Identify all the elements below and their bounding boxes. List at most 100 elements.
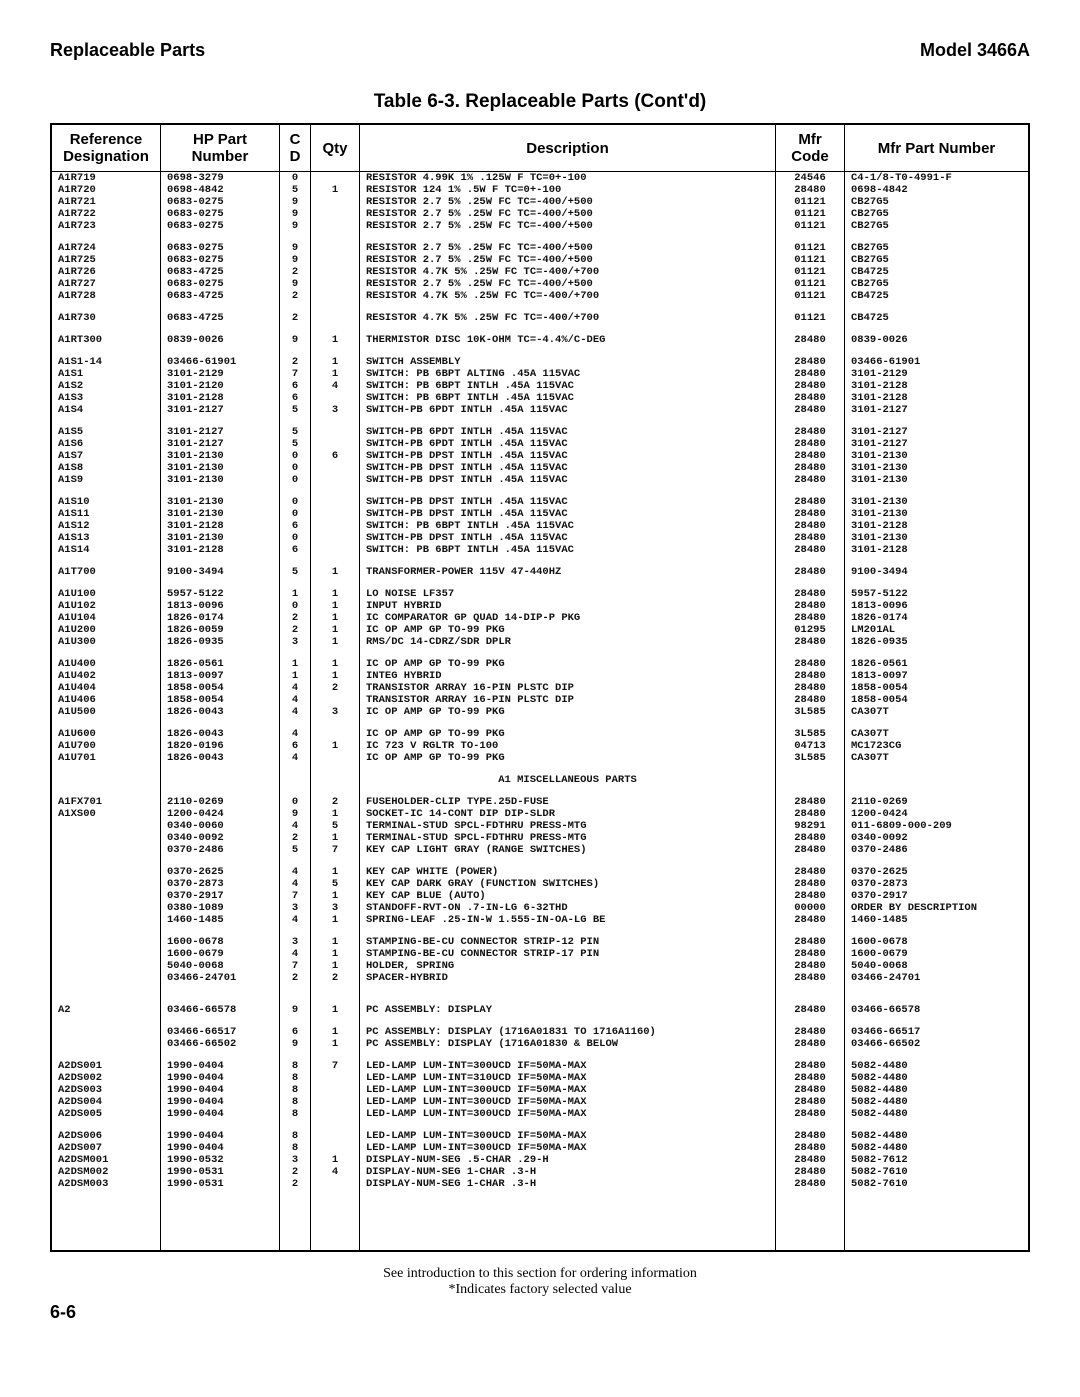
cell-mpn: 011-6809-000-209: [845, 820, 1030, 832]
cell-hp: 0340-0092: [161, 832, 280, 844]
cell-qty: [311, 474, 360, 486]
cell-hp: 0839-0026: [161, 334, 280, 346]
cell-desc: SWITCH-PB DPST INTLH .45A 115VAC: [360, 474, 776, 486]
cell-mpn: 0340-0092: [845, 832, 1030, 844]
table-row: A1S73101-213006SWITCH-PB DPST INTLH .45A…: [51, 450, 1029, 462]
cell-mfr: 28480: [776, 1084, 845, 1096]
table-row: A1R7260683-47252RESISTOR 4.7K 5% .25W FC…: [51, 266, 1029, 278]
table-row: 1460-148541SPRING-LEAF .25-IN-W 1.555-IN…: [51, 914, 1029, 926]
cell-mfr: 28480: [776, 1038, 845, 1050]
cell-mfr: 28480: [776, 948, 845, 960]
cell-mpn: 1826-0935: [845, 636, 1030, 648]
cell-ref: A2DS004: [51, 1096, 161, 1108]
cell-hp: 3101-2130: [161, 474, 280, 486]
cell-mpn: 5957-5122: [845, 588, 1030, 600]
table-row: A1U2001826-005921IC OP AMP GP TO-99 PKG0…: [51, 624, 1029, 636]
cell-hp: 3101-2128: [161, 544, 280, 556]
table-row: A2DS0051990-04048LED-LAMP LUM-INT=300UCD…: [51, 1108, 1029, 1120]
cell-qty: 1: [311, 600, 360, 612]
cell-qty: 1: [311, 566, 360, 578]
cell-cd: 4: [280, 948, 311, 960]
table-row: 0370-262541KEY CAP WHITE (POWER)28480037…: [51, 866, 1029, 878]
cell-mpn: 5082-7612: [845, 1154, 1030, 1166]
cell-mfr: 01121: [776, 290, 845, 302]
cell-ref: [51, 832, 161, 844]
cell-mpn: 1200-0424: [845, 808, 1030, 820]
cell-cd: 4: [280, 694, 311, 706]
cell-mpn: CB27G5: [845, 208, 1030, 220]
cell-mfr: 28480: [776, 474, 845, 486]
cell-ref: A2DS005: [51, 1108, 161, 1120]
cell-mfr: 28480: [776, 450, 845, 462]
cell-mpn: CB27G5: [845, 242, 1030, 254]
cell-ref: A1U404: [51, 682, 161, 694]
cell-desc: KEY CAP WHITE (POWER): [360, 866, 776, 878]
cell-mpn: 1460-1485: [845, 914, 1030, 926]
table-row: [51, 648, 1029, 658]
cell-mpn: 1826-0174: [845, 612, 1030, 624]
cell-mpn: 3101-2127: [845, 404, 1030, 416]
cell-cd: 7: [280, 890, 311, 902]
cell-hp: 1990-0531: [161, 1166, 280, 1178]
cell-mpn: 5082-4480: [845, 1060, 1030, 1072]
cell-hp: 2110-0269: [161, 796, 280, 808]
cell-qty: 1: [311, 588, 360, 600]
cell-mfr: 28480: [776, 808, 845, 820]
cell-qty: 1: [311, 1026, 360, 1038]
cell-mfr: 28480: [776, 1096, 845, 1108]
cell-mfr: 28480: [776, 496, 845, 508]
cell-cd: 3: [280, 1154, 311, 1166]
cell-mfr: 28480: [776, 462, 845, 474]
table-row: 0380-108933STANDOFF-RVT-ON .7-IN-LG 6-32…: [51, 902, 1029, 914]
cell-mfr: 28480: [776, 972, 845, 984]
cell-qty: [311, 532, 360, 544]
cell-desc: SWITCH: PB 6BPT INTLH .45A 115VAC: [360, 520, 776, 532]
cell-desc: HOLDER, SPRING: [360, 960, 776, 972]
cell-cd: 3: [280, 636, 311, 648]
cell-cd: 8: [280, 1142, 311, 1154]
cell-qty: [311, 508, 360, 520]
cell-desc: TRANSISTOR ARRAY 16-PIN PLSTC DIP: [360, 682, 776, 694]
table-row: 03466-6650291PC ASSEMBLY: DISPLAY (1716A…: [51, 1038, 1029, 1050]
cell-mpn: 1813-0096: [845, 600, 1030, 612]
cell-hp: 0683-0275: [161, 220, 280, 232]
cell-mpn: CA307T: [845, 706, 1030, 718]
table-row: A1R7230683-02759RESISTOR 2.7 5% .25W FC …: [51, 220, 1029, 232]
cell-desc: SWITCH-PB 6PDT INTLH .45A 115VAC: [360, 426, 776, 438]
cell-mfr: 01121: [776, 312, 845, 324]
cell-mfr: 28480: [776, 544, 845, 556]
cell-hp: 1990-0404: [161, 1060, 280, 1072]
cell-desc: LED-LAMP LUM-INT=300UCD IF=50MA-MAX: [360, 1130, 776, 1142]
cell-hp: 1600-0678: [161, 936, 280, 948]
table-row: A2DS0031990-04048LED-LAMP LUM-INT=300UCD…: [51, 1084, 1029, 1096]
cell-hp: 0683-4725: [161, 312, 280, 324]
cell-mpn: 5082-4480: [845, 1096, 1030, 1108]
cell-ref: [51, 844, 161, 856]
table-body: A1R7190698-32790RESISTOR 4.99K 1% .125W …: [51, 172, 1029, 1252]
cell-desc: PC ASSEMBLY: DISPLAY (1716A01831 TO 1716…: [360, 1026, 776, 1038]
cell-cd: 9: [280, 334, 311, 346]
table-title: Table 6-3. Replaceable Parts (Cont'd): [50, 91, 1030, 113]
cell-hp: 0370-2486: [161, 844, 280, 856]
cell-cd: 2: [280, 312, 311, 324]
cell-ref: A1R723: [51, 220, 161, 232]
cell-desc: RMS/DC 14-CDRZ/SDR DPLR: [360, 636, 776, 648]
cell-mfr: 28480: [776, 694, 845, 706]
table-row: [51, 302, 1029, 312]
cell-mpn: 1858-0054: [845, 682, 1030, 694]
table-row: 1600-067831STAMPING-BE-CU CONNECTOR STRI…: [51, 936, 1029, 948]
cell-hp: 0370-2625: [161, 866, 280, 878]
cell-mpn: CB4725: [845, 290, 1030, 302]
cell-mpn: 3101-2130: [845, 474, 1030, 486]
cell-qty: [311, 196, 360, 208]
cell-qty: 1: [311, 948, 360, 960]
cell-qty: [311, 438, 360, 450]
cell-ref: A1R730: [51, 312, 161, 324]
table-row: [51, 324, 1029, 334]
cell-mpn: 1600-0679: [845, 948, 1030, 960]
cell-cd: 0: [280, 496, 311, 508]
cell-mpn: 03466-24701: [845, 972, 1030, 984]
cell-mpn: 5082-7610: [845, 1166, 1030, 1178]
cell-mfr: 28480: [776, 1178, 845, 1190]
table-row: A1U6001826-00434IC OP AMP GP TO-99 PKG3L…: [51, 728, 1029, 740]
